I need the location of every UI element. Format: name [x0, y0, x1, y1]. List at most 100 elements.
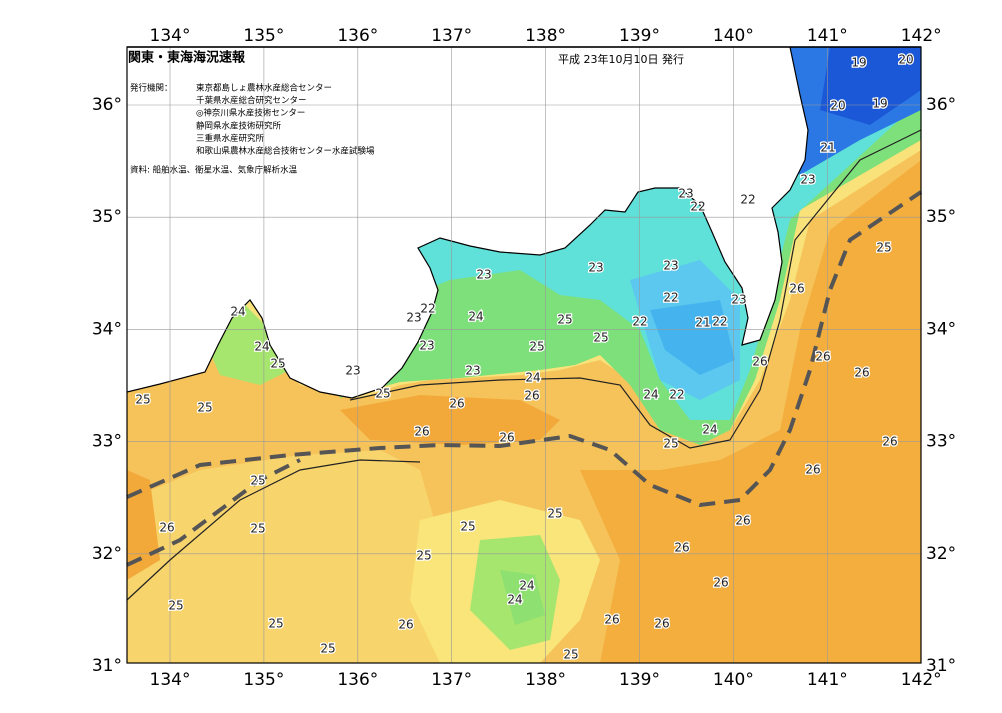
contour-label: 23 — [588, 261, 603, 275]
contour-label: 22 — [669, 388, 684, 402]
agency: 静岡県水産技術研究所 — [196, 120, 282, 131]
longitude-label: 137° — [431, 670, 472, 690]
contour-label: 26 — [882, 435, 897, 449]
longitude-label: 134° — [150, 670, 191, 690]
contour-label: 25 — [168, 599, 183, 613]
contour-label: 23 — [476, 268, 491, 282]
contour-label: 25 — [529, 340, 544, 354]
contour-label: 24 — [507, 593, 522, 607]
longitude-label: 140° — [713, 26, 754, 46]
agencies-label: 発行機関： — [130, 83, 173, 94]
contour-label: 25 — [876, 241, 891, 255]
longitude-label: 140° — [713, 670, 754, 690]
contour-label: 24 — [254, 340, 269, 354]
contour-label: 21 — [820, 141, 835, 155]
contour-label: 26 — [398, 618, 413, 632]
longitude-label: 135° — [243, 670, 284, 690]
contour-label: 26 — [524, 389, 539, 403]
contour-label: 26 — [735, 514, 750, 528]
contour-label: 25 — [460, 520, 475, 534]
latitude-label: 33° — [92, 432, 122, 452]
contour-label: 23 — [419, 339, 434, 353]
contour-label: 22 — [690, 200, 705, 214]
contour-label: 25 — [250, 474, 265, 488]
contour-label: 25 — [320, 642, 335, 656]
longitude-label: 141° — [807, 26, 848, 46]
longitude-label: 139° — [619, 26, 660, 46]
contour-label: 26 — [654, 617, 669, 631]
coastline — [126, 46, 809, 399]
contour-line — [126, 459, 421, 601]
latitude-label: 36° — [92, 95, 122, 115]
contour-label: 24 — [525, 371, 540, 385]
contour-label: 23 — [465, 364, 480, 378]
contour-label: 23 — [678, 187, 693, 201]
contour-label: 22 — [740, 193, 755, 207]
contour-label: 22 — [712, 315, 727, 329]
contour-label: 19 — [851, 56, 866, 70]
contour-label: 25 — [135, 393, 150, 407]
latitude-label: 35° — [926, 207, 956, 227]
kuroshio-axis — [126, 190, 923, 508]
agency: 東京都島しょ農林水産総合センター — [196, 83, 332, 94]
agency: 和歌山県農林水産総合技術センター水産試験場 — [196, 146, 375, 157]
contour-label: 26 — [805, 463, 820, 477]
contour-label: 22 — [420, 302, 435, 316]
longitude-label: 142° — [901, 26, 942, 46]
contour-label: 26 — [815, 350, 830, 364]
contour-label: 26 — [752, 355, 767, 369]
contour-label: 20 — [898, 53, 913, 67]
latitude-label: 34° — [926, 319, 956, 339]
source: 資料: 船舶水温、衛星水温、気象庁解析水温 — [130, 165, 298, 176]
contour-label: 23 — [663, 259, 678, 273]
contour-line — [349, 129, 922, 449]
contour-label: 23 — [345, 364, 360, 378]
contour-label: 26 — [159, 521, 174, 535]
contour-label: 25 — [375, 387, 390, 401]
contour-label: 24 — [519, 579, 534, 593]
agency: ◎神奈川県水産技術センター — [196, 108, 305, 119]
contour-label: 26 — [449, 397, 464, 411]
longitude-label: 136° — [337, 26, 378, 46]
longitude-label: 139° — [619, 670, 660, 690]
contour-label: 25 — [547, 507, 562, 521]
kuroshio-branch — [126, 458, 301, 567]
agency: 千葉県水産総合研究センター — [196, 95, 307, 106]
contour-label: 26 — [789, 282, 804, 296]
contour-label: 25 — [593, 331, 608, 345]
contour-label: 25 — [416, 549, 431, 563]
contour-label: 19 — [872, 97, 887, 111]
longitude-label: 135° — [243, 26, 284, 46]
contour-label: 24 — [468, 310, 483, 324]
contour-label: 22 — [632, 315, 647, 329]
graticule — [127, 47, 921, 663]
latitude-label: 32° — [926, 544, 956, 564]
contour-label: 25 — [197, 401, 212, 415]
contour-label: 25 — [663, 437, 678, 451]
contour-label: 25 — [557, 313, 572, 327]
contour-label: 25 — [563, 648, 578, 662]
contour-label: 24 — [643, 388, 658, 402]
contour-label: 24 — [702, 423, 717, 437]
longitude-label: 137° — [431, 26, 472, 46]
contour-label: 21 — [695, 316, 710, 330]
contour-label: 24 — [230, 305, 245, 319]
latitude-label: 33° — [926, 432, 956, 452]
title: 関東・東海海況速報 — [128, 50, 246, 66]
longitude-label: 134° — [150, 26, 191, 46]
contour-label: 26 — [854, 366, 869, 380]
longitude-label: 138° — [525, 26, 566, 46]
latitude-label: 31° — [92, 656, 122, 676]
latitude-label: 31° — [926, 656, 956, 676]
contour-label: 22 — [663, 291, 678, 305]
latitude-label: 34° — [92, 319, 122, 339]
contour-label: 23 — [800, 173, 815, 187]
contour-label: 23 — [406, 311, 421, 325]
contour-label: 20 — [830, 99, 845, 113]
contour-label: 25 — [250, 522, 265, 536]
contour-label: 25 — [270, 357, 285, 371]
contour-label: 25 — [268, 617, 283, 631]
longitude-label: 141° — [807, 670, 848, 690]
